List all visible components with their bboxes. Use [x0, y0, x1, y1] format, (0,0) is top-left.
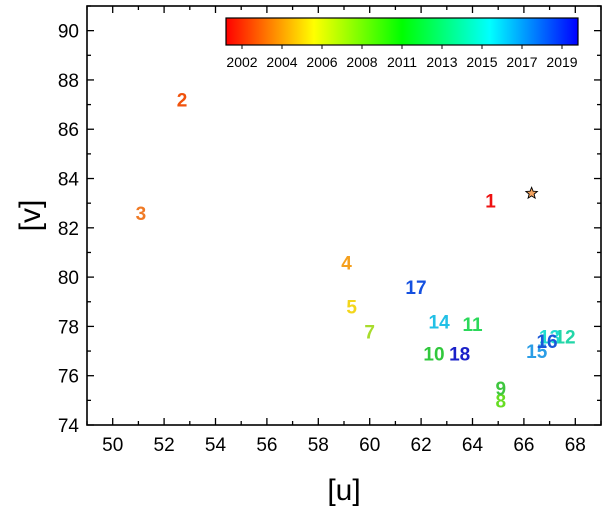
- x-tick-label: 54: [205, 435, 227, 456]
- colorbar-tick-label: 2002: [226, 54, 257, 70]
- x-tick-label: 60: [359, 435, 380, 456]
- point-label: 5: [346, 298, 357, 319]
- point-label: 15: [526, 342, 548, 363]
- point-label: 9: [495, 379, 506, 400]
- point-label: 17: [405, 278, 426, 299]
- y-tick-label: 90: [58, 22, 79, 43]
- colorbar-tick-label: 2008: [346, 54, 377, 70]
- y-tick-label: 78: [58, 317, 79, 338]
- y-tick-label: 84: [58, 170, 80, 191]
- x-axis-label: [u]: [327, 474, 360, 507]
- x-tick-label: 62: [411, 435, 432, 456]
- y-tick-label: 76: [58, 367, 79, 388]
- point-label: 16: [536, 332, 557, 353]
- point-label: 2: [177, 91, 188, 112]
- point-label: 12: [554, 327, 575, 348]
- point-label: 7: [364, 322, 375, 343]
- colorbar-tick-label: 2013: [426, 54, 457, 70]
- y-tick-label: 86: [58, 120, 79, 141]
- y-tick-label: 88: [58, 71, 79, 92]
- colorbar-tick-label: 2015: [466, 54, 497, 70]
- x-tick-label: 52: [154, 435, 175, 456]
- colorbar-tick-label: 2011: [387, 54, 417, 70]
- y-tick-label: 74: [58, 416, 80, 437]
- x-tick-label: 64: [462, 435, 484, 456]
- point-label: 3: [136, 204, 147, 225]
- colorbar: 2002 2004 2006 2008 2011 2013 2015 2017 2019: [225, 17, 579, 70]
- x-tick-label: 50: [102, 435, 123, 456]
- colorbar-gradient: [225, 17, 579, 46]
- colorbar-tick-label: 2006: [306, 54, 337, 70]
- point-label: 14: [429, 312, 451, 333]
- x-axis: 50 52 54 56 58 60 62 64 66 68: [86, 6, 602, 456]
- colorbar-tick-label: 2019: [546, 54, 577, 70]
- colorbar-tick-label: 2004: [266, 54, 297, 70]
- point-label: 8: [495, 391, 506, 412]
- point-label: 10: [423, 345, 444, 366]
- colorbar-tick-label: 2017: [506, 54, 537, 70]
- x-tick-label: 66: [513, 435, 534, 456]
- x-tick-label: 58: [308, 435, 329, 456]
- star-marker: [524, 186, 539, 200]
- point-label: 4: [341, 253, 352, 274]
- y-tick-label: 80: [58, 268, 79, 289]
- y-tick-label: 82: [58, 219, 79, 240]
- point-label: 1: [485, 192, 496, 213]
- y-axis-label: [v]: [14, 200, 47, 232]
- x-tick-label: 68: [565, 435, 586, 456]
- x-tick-label: 56: [256, 435, 277, 456]
- point-label: 13: [539, 327, 560, 348]
- point-label: 11: [462, 315, 483, 336]
- point-label: 18: [449, 345, 470, 366]
